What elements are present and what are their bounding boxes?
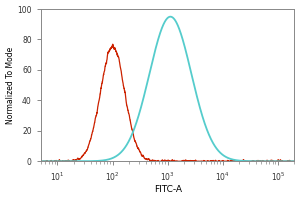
Y-axis label: Normalized To Mode: Normalized To Mode [6,47,15,124]
X-axis label: FITC-A: FITC-A [154,185,182,194]
